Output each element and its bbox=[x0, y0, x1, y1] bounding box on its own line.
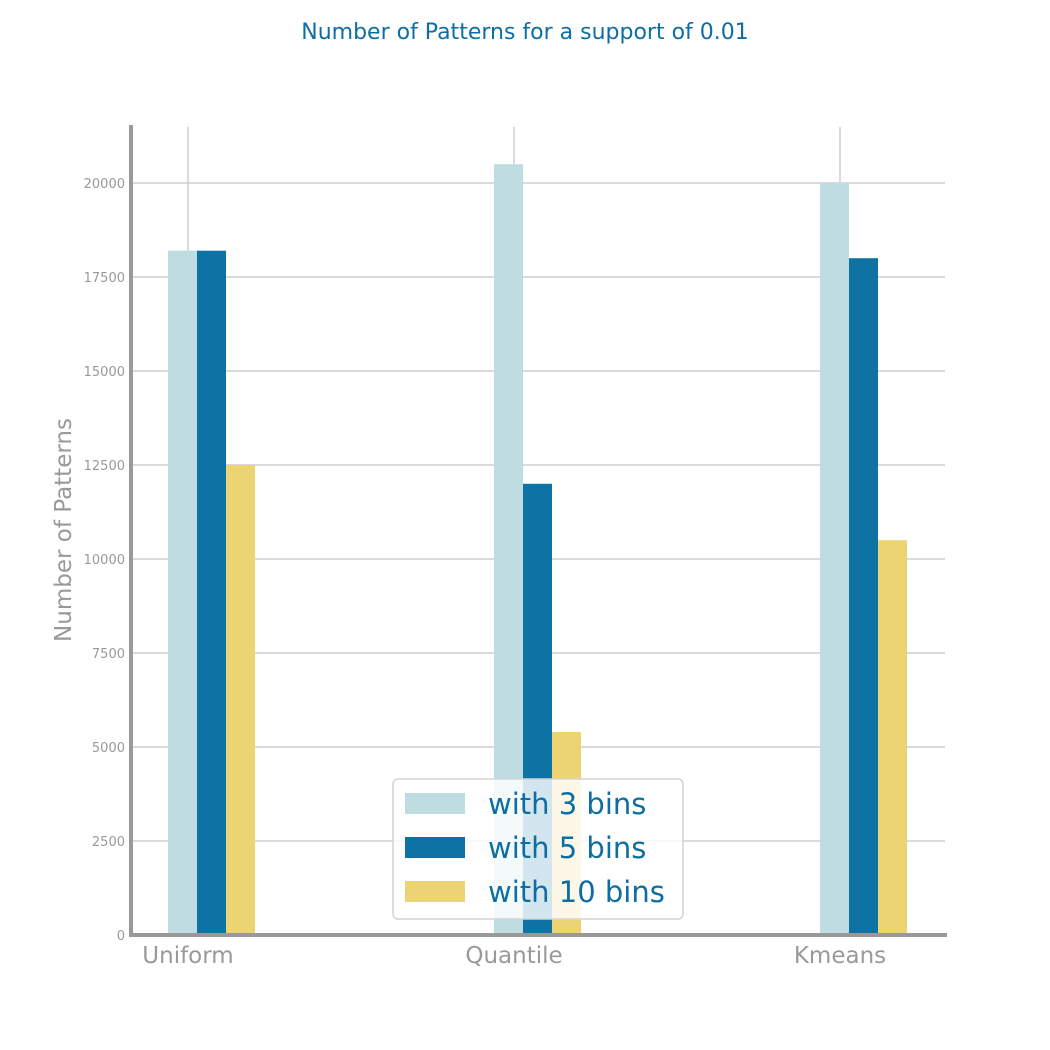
bar-kmeans-series-3 bbox=[878, 540, 907, 935]
y-tick-label: 12500 bbox=[84, 459, 125, 474]
y-tick-label: 2500 bbox=[92, 835, 125, 850]
legend: with 3 bins with 5 bins with 10 bins bbox=[392, 778, 684, 920]
legend-swatch bbox=[405, 881, 465, 902]
x-tick-label: Kmeans bbox=[794, 943, 886, 969]
y-tick-label: 15000 bbox=[84, 365, 125, 380]
x-tick-label: Quantile bbox=[465, 943, 562, 969]
y-tick-labels: 0 2500 5000 7500 10000 12500 15000 17500 20000 bbox=[84, 177, 125, 944]
legend-swatch bbox=[405, 793, 465, 814]
legend-label: with 3 bins bbox=[488, 787, 646, 821]
legend-label: with 10 bins bbox=[488, 875, 665, 909]
y-tick-label: 0 bbox=[117, 929, 125, 944]
bar-uniform-series-3 bbox=[226, 465, 255, 935]
y-axis-label: Number of Patterns bbox=[51, 418, 77, 642]
bar-kmeans-series-1 bbox=[820, 183, 849, 935]
x-tick-labels: Uniform Quantile Kmeans bbox=[142, 943, 886, 969]
chart-title: Number of Patterns for a support of 0.01 bbox=[301, 20, 749, 45]
y-tick-label: 5000 bbox=[92, 741, 125, 756]
bar-kmeans-series-2 bbox=[849, 258, 878, 935]
bar-uniform-series-2 bbox=[197, 250, 226, 935]
y-tick-label: 10000 bbox=[84, 553, 125, 568]
bar-uniform-series-1 bbox=[168, 250, 197, 935]
y-tick-label: 17500 bbox=[84, 271, 125, 286]
x-tick-label: Uniform bbox=[142, 943, 233, 969]
legend-swatch bbox=[405, 837, 465, 858]
y-tick-label: 20000 bbox=[84, 177, 125, 192]
legend-label: with 5 bins bbox=[488, 831, 646, 865]
axes bbox=[129, 125, 947, 937]
y-tick-label: 7500 bbox=[92, 647, 125, 662]
legend-box bbox=[392, 778, 684, 920]
